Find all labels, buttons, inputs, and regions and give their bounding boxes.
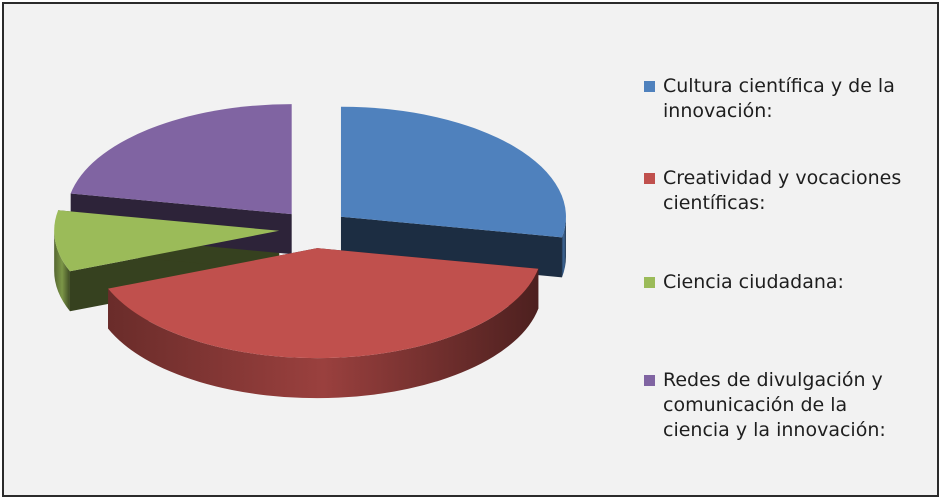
pie-slice bbox=[70, 104, 292, 215]
pie-slice bbox=[340, 106, 566, 238]
legend-swatch bbox=[644, 375, 655, 386]
legend-item: Ciencia ciudadana: bbox=[644, 270, 844, 295]
slice-side bbox=[108, 268, 539, 399]
legend-label: Cultura científica y de la innovación: bbox=[663, 75, 895, 122]
pie-slice bbox=[54, 210, 280, 272]
legend-swatch bbox=[644, 173, 655, 184]
legend-label: Redes de divulgación y comunicación de l… bbox=[663, 369, 886, 441]
legend-swatch bbox=[644, 277, 655, 288]
legend-item: Creatividad y vocaciones científicas: bbox=[644, 166, 901, 216]
slice-side bbox=[561, 216, 566, 278]
legend-item: Cultura científica y de la innovación: bbox=[644, 74, 895, 124]
slice-inner-wall bbox=[340, 216, 562, 278]
legend-swatch bbox=[644, 81, 655, 92]
legend-label: Creatividad y vocaciones científicas: bbox=[663, 167, 902, 214]
pie-slice bbox=[108, 248, 539, 359]
pie-chart bbox=[54, 104, 566, 399]
legend-label: Ciencia ciudadana: bbox=[663, 271, 844, 293]
legend-item: Redes de divulgación y comunicación de l… bbox=[644, 368, 886, 443]
slice-side bbox=[54, 230, 70, 312]
